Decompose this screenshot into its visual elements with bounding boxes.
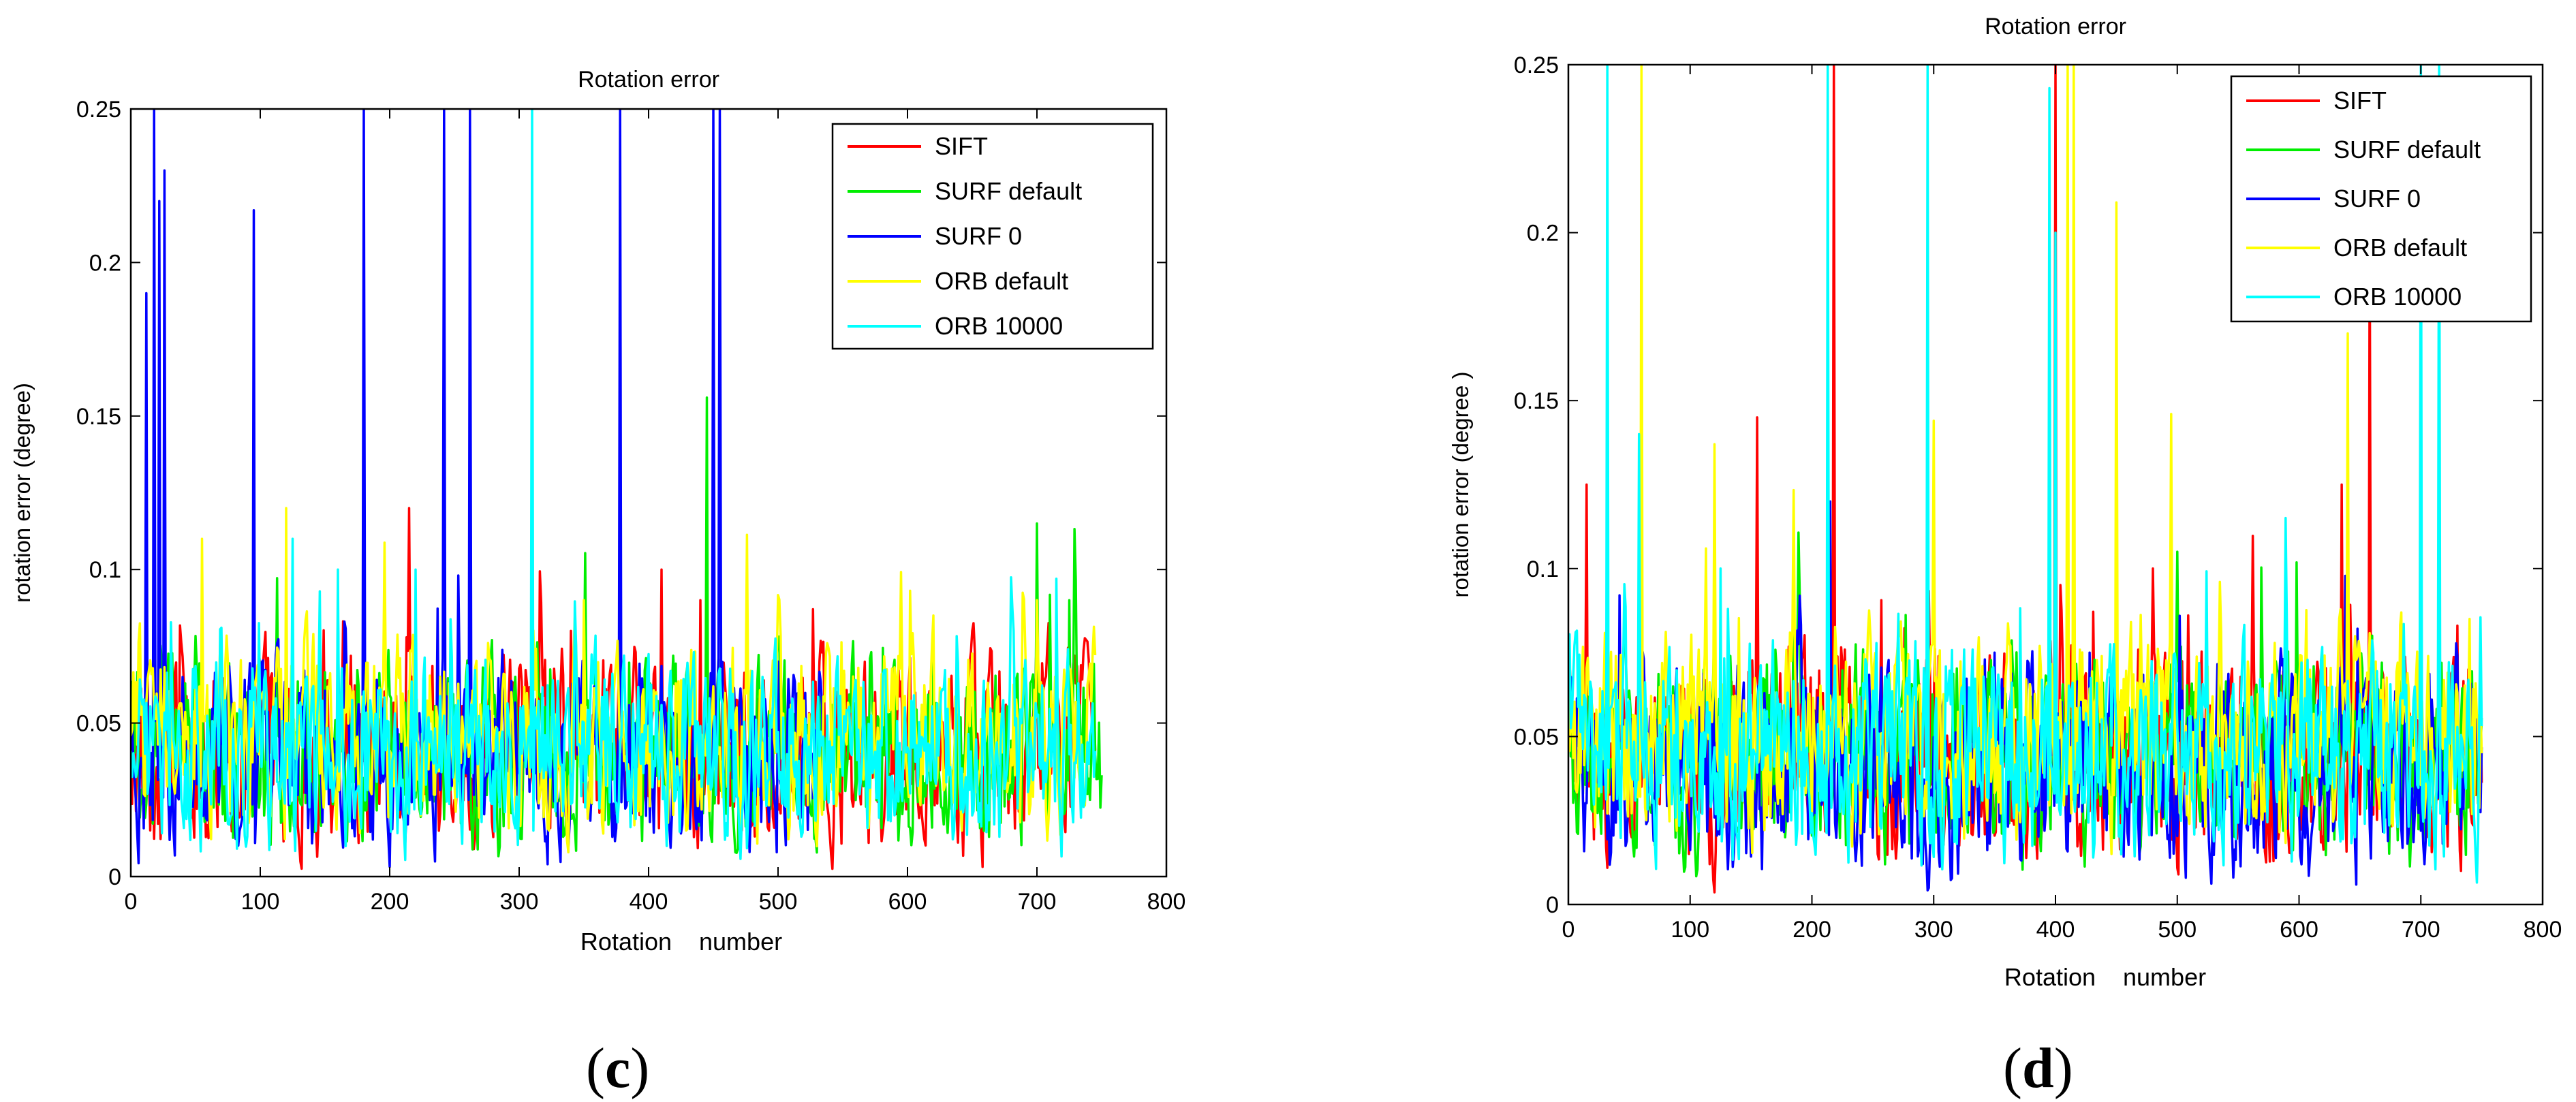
chart-title: Rotation error <box>1985 14 2126 40</box>
x-tick-label: 500 <box>2158 917 2197 943</box>
legend-label: SURF default <box>2333 136 2481 163</box>
y-tick-label: 0.25 <box>76 97 121 123</box>
x-tick-label: 200 <box>1793 917 1831 943</box>
chart-panel-d: Rotation error 0 100 200 300 400 500 600 700 800 0… <box>1288 0 2576 1102</box>
legend-label: ORB default <box>935 267 1068 295</box>
y-tick-label: 0.2 <box>1527 221 1559 247</box>
y-axis-label: rotation error (degree ) <box>1448 372 1473 598</box>
legend-label: SIFT <box>935 132 988 160</box>
legend-label: ORB 10000 <box>2333 283 2462 311</box>
x-tick-label: 0 <box>125 889 138 915</box>
chart-title: Rotation error <box>578 67 719 93</box>
legend-label: SURF default <box>935 177 1082 205</box>
legend-label: ORB default <box>2333 234 2467 262</box>
y-tick-label: 0 <box>108 864 121 890</box>
chart-panel-c: Rotation error 0 100 200 300 400 500 600 700 800 0… <box>10 67 1186 1100</box>
x-tick-label: 100 <box>241 889 280 915</box>
chart-c-svg: Rotation error 0 100 200 300 400 500 600 700 800 0… <box>10 67 1186 956</box>
y-axis-label: rotation error (degree) <box>10 383 35 603</box>
x-tick-label: 100 <box>1671 917 1709 943</box>
plot-lines <box>131 109 1103 870</box>
x-tick-label: 300 <box>1914 917 1953 943</box>
x-tick-label: 400 <box>630 889 668 915</box>
y-tick-label: 0 <box>1546 892 1559 918</box>
y-tick-label: 0.15 <box>1514 388 1559 414</box>
x-tick-label: 300 <box>500 889 539 915</box>
panel-label-c: (c) <box>586 1037 650 1100</box>
y-tick-label: 0.05 <box>1514 724 1559 750</box>
legend-label: ORB 10000 <box>935 312 1063 340</box>
x-tick-label: 200 <box>371 889 409 915</box>
x-tick-label: 500 <box>759 889 798 915</box>
y-tick-label: 0.1 <box>89 557 121 583</box>
y-tick-label: 0.15 <box>76 404 121 430</box>
legend: SIFT SURF default SURF 0 ORB default ORB 100… <box>831 123 1154 350</box>
x-tick-label: 800 <box>2524 917 2562 943</box>
plot-lines <box>1568 65 2483 894</box>
x-tick-label: 600 <box>2280 917 2318 943</box>
y-tick-label: 0.1 <box>1527 556 1559 582</box>
y-tick-label: 0.25 <box>1514 52 1559 78</box>
series-line-orb-10000 <box>131 109 1097 862</box>
x-tick-label: 700 <box>2402 917 2440 943</box>
x-tick-label: 0 <box>1562 917 1575 943</box>
x-axis-label: Rotation number <box>2004 963 2206 991</box>
legend: SIFT SURF default SURF 0 ORB default ORB 100… <box>2230 75 2532 323</box>
x-axis-label: Rotation number <box>580 928 782 956</box>
chart-d-svg: Rotation error 0 100 200 300 400 500 600 700 800 0… <box>1448 14 2562 991</box>
x-tick-label: 700 <box>1018 889 1057 915</box>
y-tick-label: 0.2 <box>89 250 121 276</box>
x-tick-label: 600 <box>888 889 927 915</box>
x-tick-label: 800 <box>1147 889 1186 915</box>
legend-label: SURF 0 <box>2333 185 2421 212</box>
panel-label-d: (d) <box>2003 1037 2073 1100</box>
x-tick-label: 400 <box>2036 917 2075 943</box>
y-tick-label: 0.05 <box>76 711 121 737</box>
legend-label: SIFT <box>2333 86 2387 114</box>
series-line-orb-10000 <box>1568 65 2483 884</box>
legend-label: SURF 0 <box>935 222 1022 250</box>
